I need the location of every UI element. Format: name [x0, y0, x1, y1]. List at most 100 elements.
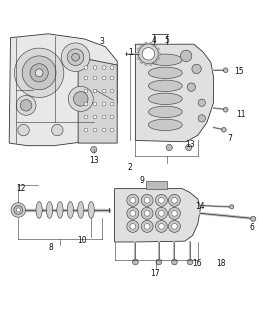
Ellipse shape: [159, 211, 164, 216]
Ellipse shape: [84, 76, 88, 80]
Polygon shape: [78, 57, 117, 143]
Ellipse shape: [145, 63, 147, 66]
Ellipse shape: [73, 92, 88, 106]
Ellipse shape: [67, 202, 73, 218]
Ellipse shape: [110, 66, 114, 69]
Ellipse shape: [223, 108, 228, 112]
Ellipse shape: [72, 53, 79, 61]
Text: 13: 13: [89, 156, 99, 165]
Ellipse shape: [102, 128, 106, 132]
Ellipse shape: [141, 220, 153, 232]
Ellipse shape: [157, 57, 159, 60]
Text: 6: 6: [249, 223, 254, 232]
Text: 8: 8: [48, 244, 53, 252]
Ellipse shape: [144, 197, 150, 203]
Ellipse shape: [154, 61, 156, 63]
Ellipse shape: [102, 89, 106, 93]
Ellipse shape: [187, 259, 193, 265]
Ellipse shape: [159, 223, 164, 229]
Ellipse shape: [148, 119, 182, 131]
Ellipse shape: [149, 42, 152, 45]
Text: 10: 10: [77, 236, 87, 245]
Text: 3: 3: [99, 37, 104, 46]
Ellipse shape: [16, 95, 36, 115]
Text: 9: 9: [139, 176, 144, 185]
Ellipse shape: [11, 203, 26, 217]
Ellipse shape: [155, 194, 168, 206]
Ellipse shape: [84, 66, 88, 69]
Ellipse shape: [171, 223, 177, 229]
Ellipse shape: [166, 144, 172, 151]
Ellipse shape: [14, 48, 64, 98]
Text: 17: 17: [151, 269, 160, 278]
Ellipse shape: [130, 211, 136, 216]
Ellipse shape: [84, 128, 88, 132]
Ellipse shape: [21, 100, 32, 111]
Text: 1: 1: [128, 48, 133, 57]
Text: 7: 7: [227, 134, 232, 143]
Ellipse shape: [159, 197, 164, 203]
Ellipse shape: [30, 64, 48, 82]
Ellipse shape: [93, 115, 97, 119]
Ellipse shape: [110, 115, 114, 119]
Ellipse shape: [139, 44, 158, 64]
Text: 14: 14: [195, 202, 205, 211]
Text: 11: 11: [236, 110, 246, 119]
Ellipse shape: [110, 76, 114, 80]
Ellipse shape: [110, 128, 114, 132]
Ellipse shape: [110, 89, 114, 93]
Ellipse shape: [148, 106, 182, 117]
Ellipse shape: [230, 205, 234, 209]
Ellipse shape: [102, 102, 106, 106]
Ellipse shape: [157, 48, 159, 51]
Ellipse shape: [93, 76, 97, 80]
Text: 5: 5: [164, 36, 169, 45]
Ellipse shape: [148, 67, 182, 78]
Ellipse shape: [130, 197, 136, 203]
Text: 15: 15: [235, 67, 244, 76]
Ellipse shape: [169, 194, 180, 206]
Text: 13: 13: [185, 140, 195, 149]
Ellipse shape: [22, 56, 56, 90]
Ellipse shape: [198, 115, 205, 122]
Ellipse shape: [102, 115, 106, 119]
Ellipse shape: [186, 144, 192, 151]
Ellipse shape: [52, 124, 63, 136]
Ellipse shape: [138, 57, 140, 60]
Ellipse shape: [61, 43, 90, 72]
Ellipse shape: [141, 207, 153, 219]
Ellipse shape: [148, 54, 182, 66]
Ellipse shape: [171, 197, 177, 203]
Ellipse shape: [93, 89, 97, 93]
Ellipse shape: [141, 194, 153, 206]
Ellipse shape: [140, 61, 143, 63]
Ellipse shape: [93, 66, 97, 69]
Ellipse shape: [67, 49, 84, 66]
Ellipse shape: [36, 202, 42, 218]
Ellipse shape: [148, 93, 182, 105]
Ellipse shape: [171, 259, 177, 265]
Ellipse shape: [149, 63, 152, 66]
Ellipse shape: [133, 259, 138, 265]
Ellipse shape: [223, 68, 228, 73]
Ellipse shape: [88, 202, 94, 218]
Ellipse shape: [221, 127, 226, 132]
Ellipse shape: [16, 208, 21, 212]
Ellipse shape: [18, 124, 29, 136]
Ellipse shape: [102, 66, 106, 69]
Ellipse shape: [127, 194, 139, 206]
Ellipse shape: [78, 202, 84, 218]
Ellipse shape: [144, 211, 150, 216]
Ellipse shape: [14, 205, 23, 214]
Ellipse shape: [84, 115, 88, 119]
Ellipse shape: [198, 99, 205, 106]
Text: 18: 18: [216, 259, 225, 268]
Ellipse shape: [127, 207, 139, 219]
Polygon shape: [115, 188, 200, 242]
Ellipse shape: [171, 211, 177, 216]
Ellipse shape: [192, 64, 201, 74]
Ellipse shape: [251, 216, 256, 221]
Ellipse shape: [35, 69, 43, 77]
Ellipse shape: [102, 76, 106, 80]
Ellipse shape: [169, 207, 180, 219]
